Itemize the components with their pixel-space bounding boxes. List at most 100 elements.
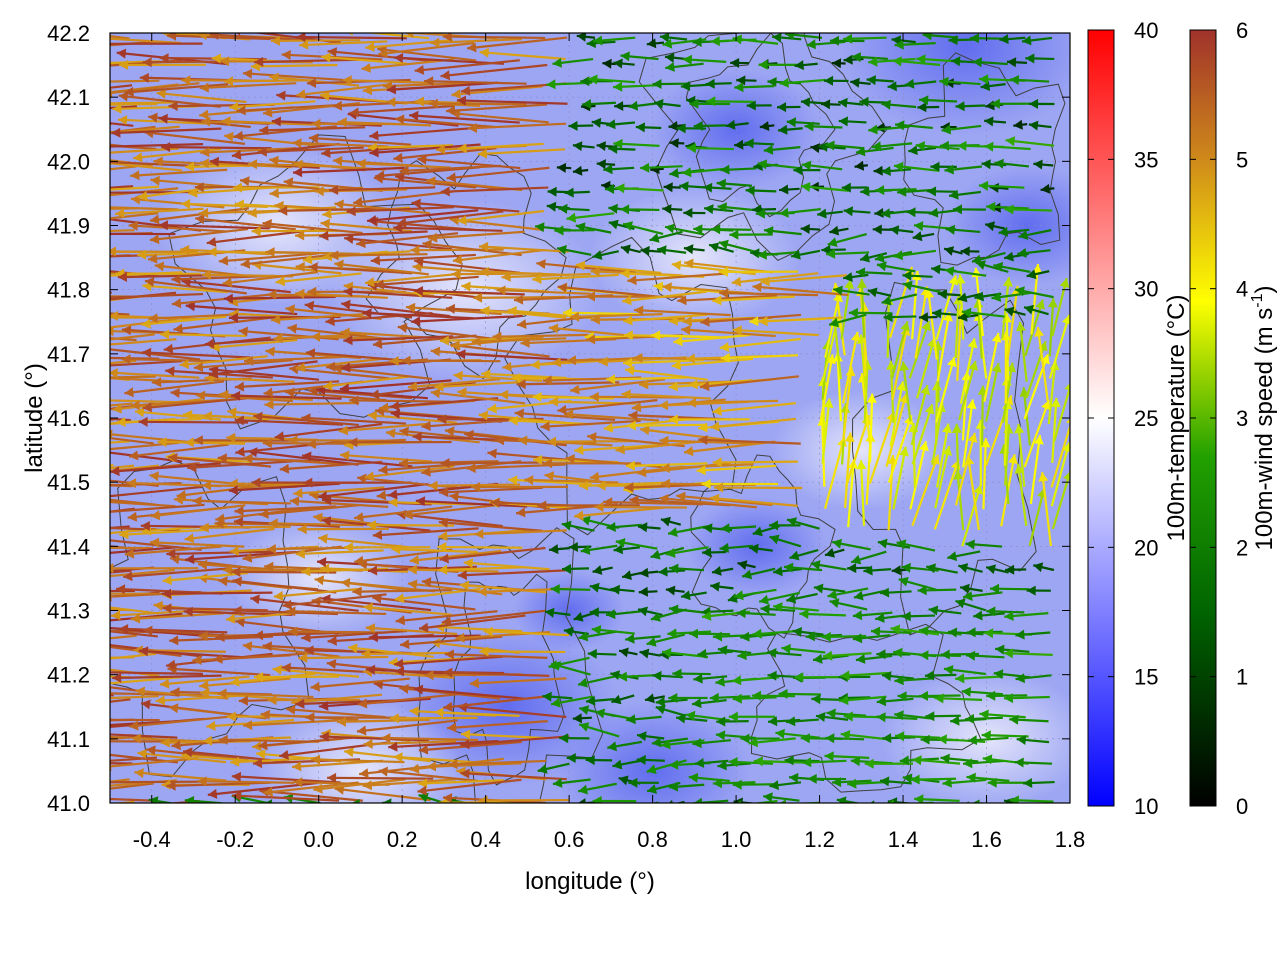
wind-vector-head — [250, 594, 260, 605]
wind-vector-head — [276, 90, 286, 101]
wind-vector-head — [843, 206, 853, 217]
wind-vector-head — [467, 42, 477, 53]
wind-vector-shaft — [366, 523, 454, 527]
wind-vector-head — [628, 410, 638, 421]
wind-vector-head — [943, 311, 953, 322]
wind-vector — [915, 141, 960, 151]
wind-vector — [259, 504, 360, 519]
wind-vector-shaft — [110, 695, 159, 700]
wind-vector — [769, 780, 802, 791]
wind-vector-head — [924, 288, 935, 299]
wind-vector — [700, 313, 802, 327]
wind-vector — [460, 768, 567, 781]
wind-vector-shaft — [275, 272, 362, 284]
wind-vector-head — [19, 530, 28, 540]
wind-vector-shaft — [228, 482, 341, 492]
wind-vector — [785, 716, 819, 727]
wind-vector-shaft — [110, 312, 130, 316]
wind-vector-shaft — [209, 368, 319, 381]
wind-vector-head — [848, 307, 858, 318]
wind-vector — [428, 480, 521, 491]
wind-vector — [110, 79, 160, 83]
wind-vector-head — [863, 565, 873, 576]
wind-vector-head — [229, 101, 239, 112]
wind-vector-head — [912, 755, 922, 766]
wind-vector-head — [217, 688, 227, 699]
wind-vector — [829, 598, 868, 611]
wind-vector-shaft — [452, 248, 546, 262]
wind-vector-head — [232, 576, 242, 587]
wind-vector — [710, 581, 734, 592]
wind-vector-head — [344, 234, 354, 244]
wind-vector-shaft — [417, 778, 522, 793]
wind-vector — [222, 271, 318, 288]
wind-vector-head — [716, 716, 726, 727]
wind-vector — [110, 333, 155, 341]
wind-vector — [577, 675, 617, 688]
wind-vector-head — [718, 266, 728, 277]
wind-vector-shaft — [980, 385, 984, 446]
wind-vector — [457, 569, 566, 581]
wind-vector — [568, 120, 594, 131]
wind-vector — [825, 248, 870, 259]
wind-vector-shaft — [536, 262, 636, 274]
wind-vector-head — [557, 404, 567, 415]
wind-vector-head — [263, 786, 273, 797]
wind-vector — [840, 670, 889, 681]
wind-vector — [1005, 136, 1055, 147]
wind-vector-head — [362, 85, 373, 96]
wind-vector-head — [149, 537, 160, 548]
wind-vector-shaft — [1001, 277, 1010, 340]
wind-vector-head — [728, 757, 738, 767]
wind-vector-head — [732, 34, 743, 45]
wind-vector-shaft — [123, 567, 229, 579]
wind-vector-head — [69, 51, 79, 61]
wind-vector-shaft — [453, 373, 543, 383]
wind-vector — [546, 436, 638, 447]
wind-vector-head — [283, 177, 294, 188]
wind-vector-head — [34, 23, 44, 33]
wind-vector — [259, 125, 366, 136]
wind-vector-shaft — [110, 333, 155, 341]
wind-vector — [430, 388, 526, 405]
wind-vector — [674, 804, 703, 814]
wind-vector — [542, 691, 573, 702]
wind-vector-head — [1004, 204, 1014, 215]
wind-vector — [386, 81, 498, 95]
wind-vector — [855, 267, 893, 278]
wind-vector — [784, 33, 823, 40]
wind-vector-head — [460, 85, 471, 96]
wind-vector-shaft — [901, 361, 912, 422]
wind-vector-shaft — [110, 436, 155, 445]
wind-vector-head — [748, 737, 758, 748]
wind-vector — [786, 517, 820, 530]
wind-vector-shaft — [411, 201, 520, 213]
wind-vector-head — [231, 771, 242, 782]
wind-vector-head — [293, 777, 303, 788]
wind-vector-head — [662, 647, 672, 658]
wind-vector-head — [546, 201, 557, 212]
wind-vector-head — [446, 172, 457, 183]
wind-vector-head — [88, 188, 97, 198]
wind-vector-shaft — [222, 271, 318, 285]
wind-vector — [443, 667, 550, 678]
wind-vector-head — [973, 610, 983, 621]
wind-vector-shaft — [230, 672, 316, 684]
wind-vector — [949, 189, 982, 200]
wind-vector — [692, 738, 731, 749]
wind-vector — [892, 56, 941, 67]
wind-vector-head — [563, 626, 574, 637]
wind-vector — [863, 565, 892, 576]
wind-vector-shaft — [758, 316, 843, 323]
wind-vector-shaft — [1004, 424, 1011, 486]
wind-vector — [763, 792, 800, 803]
wind-vector-head — [866, 393, 877, 403]
wind-vector-shaft — [699, 375, 800, 389]
wind-vector — [932, 308, 957, 319]
wind-vector — [731, 675, 780, 686]
wind-vector — [348, 437, 452, 448]
wind-vector-shaft — [160, 333, 247, 338]
wind-vector-shaft — [891, 325, 909, 401]
wind-vector-shaft — [931, 402, 944, 465]
wind-vector — [822, 650, 872, 661]
